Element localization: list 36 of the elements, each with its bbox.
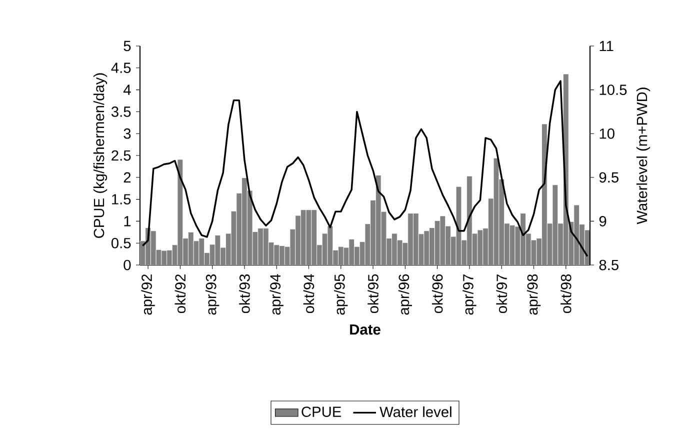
y2-tick-label: 9.5 <box>599 172 618 183</box>
y-tick-label: 4 <box>123 84 131 95</box>
x-tick-label: okt/97 <box>496 274 507 314</box>
x-tick-label: apr/96 <box>398 274 412 315</box>
x-tick-label: apr/93 <box>205 274 220 315</box>
x-tick-label: okt/96 <box>432 274 443 314</box>
y2-tick-label: 10.5 <box>600 84 627 95</box>
y-tick-label: 5 <box>124 40 131 52</box>
y-tick-label: 0.5 <box>111 238 131 248</box>
y2-axis-title: Waterlevel (m+PWD) <box>636 88 650 224</box>
legend-label: Water level <box>380 406 452 418</box>
y2-tick-label: 8.5 <box>599 260 618 270</box>
y2-tick-label: 11 <box>600 40 614 52</box>
y-tick-label: 2 <box>124 172 131 183</box>
y-tick-label: 3.5 <box>111 106 131 117</box>
x-tick-label: apr/97 <box>462 274 476 315</box>
y-tick-label: 3 <box>124 128 131 139</box>
x-tick-label: okt/93 <box>239 274 250 314</box>
y-tick-label: 4.5 <box>111 62 131 74</box>
y-tick-label: 1 <box>124 216 131 226</box>
x-tick-label: apr/94 <box>270 274 284 315</box>
x-tick-label: okt/98 <box>560 274 572 314</box>
legend-label: CPUE <box>302 406 342 417</box>
y-tick-label: 1.5 <box>112 194 131 204</box>
x-tick-label: okt/95 <box>368 274 378 314</box>
x-tick-label: apr/92 <box>141 274 155 315</box>
y-axis-title: CPUE (kg/fishermen/day) <box>93 73 108 238</box>
y-tick-label: 2.5 <box>112 150 131 161</box>
x-tick-label: apr/98 <box>526 274 541 315</box>
y2-tick-label: 9 <box>599 216 606 226</box>
x-tick-label: okt/94 <box>303 274 314 314</box>
x-tick-label: apr/95 <box>334 274 348 315</box>
x-tick-label: okt/92 <box>174 274 186 314</box>
x-axis-title: Date <box>350 324 380 335</box>
y2-tick-label: 10 <box>600 128 614 139</box>
y-tick-label: 0 <box>124 260 131 270</box>
